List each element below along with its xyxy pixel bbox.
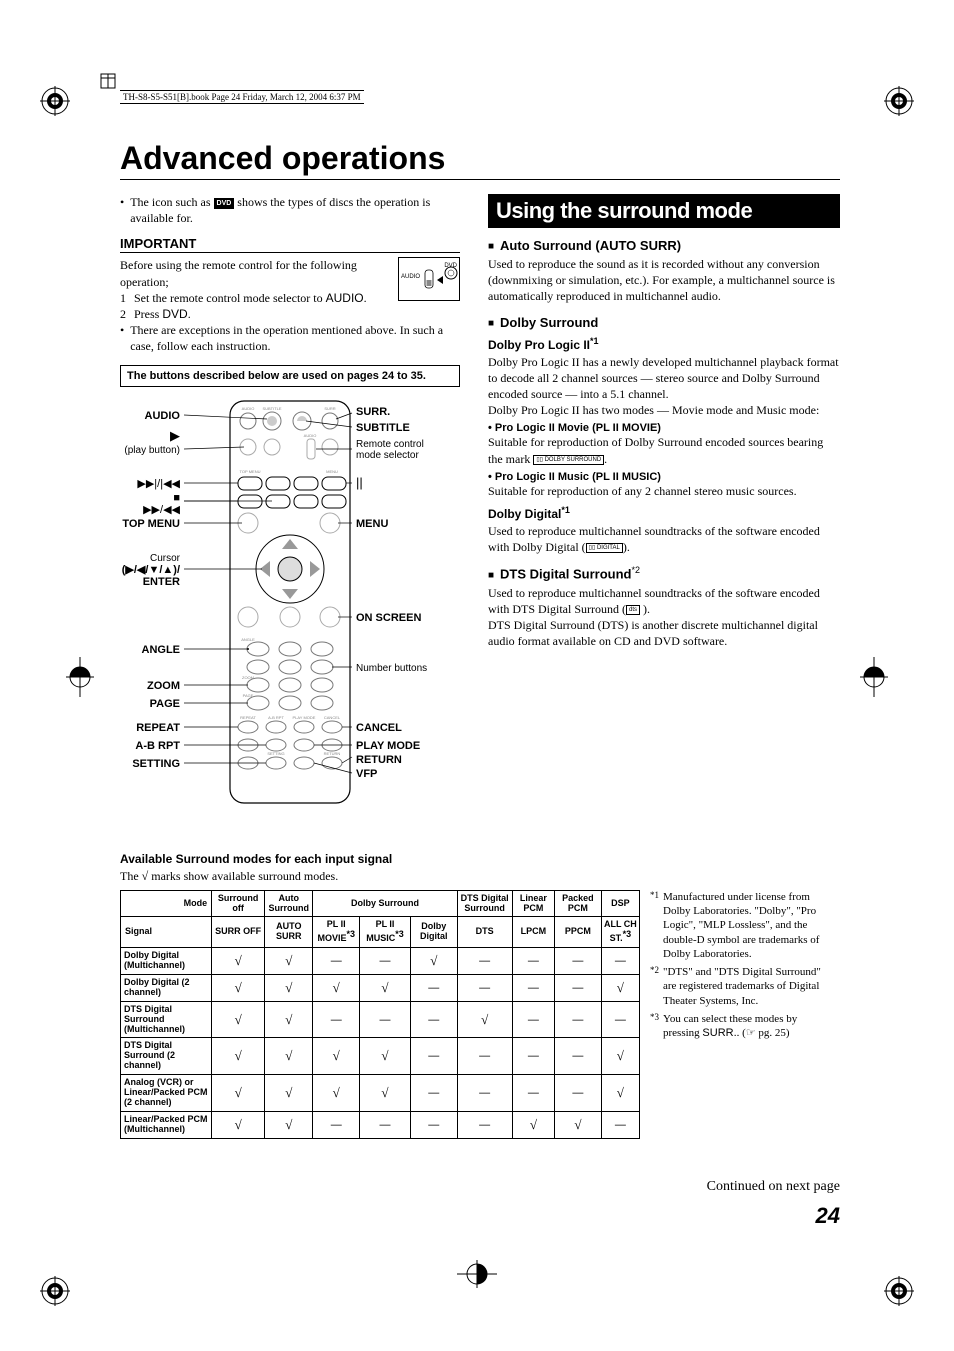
svg-text:A-B RPT: A-B RPT bbox=[268, 715, 284, 720]
page-number: 24 bbox=[120, 1203, 840, 1229]
dolby-digital-heading: Dolby Digital*1 bbox=[488, 505, 840, 521]
registration-mark-icon bbox=[40, 86, 70, 121]
svg-text:mode selector: mode selector bbox=[356, 450, 419, 461]
svg-text:(▶/◀/▼/▲)/: (▶/◀/▼/▲)/ bbox=[122, 564, 180, 576]
dolby-surround-heading: Dolby Surround bbox=[488, 315, 840, 330]
registration-mark-icon bbox=[457, 1260, 497, 1293]
pl2-body2: Dolby Pro Logic II has two modes — Movie… bbox=[488, 402, 840, 418]
svg-text:SURR.: SURR. bbox=[356, 406, 390, 418]
registration-mark-icon bbox=[40, 1276, 70, 1311]
auto-surround-body: Used to reproduce the sound as it is rec… bbox=[488, 256, 840, 305]
svg-text:■: ■ bbox=[173, 492, 180, 504]
svg-text:ON SCREEN: ON SCREEN bbox=[356, 612, 421, 624]
svg-text:PAGE: PAGE bbox=[150, 698, 180, 710]
svg-text:PLAY MODE: PLAY MODE bbox=[293, 715, 316, 720]
continued-text: Continued on next page bbox=[120, 1179, 840, 1195]
dolby-digital-logo-icon: ▯▯ DIGITAL bbox=[586, 543, 623, 553]
dolby-digital-body: Used to reproduce multichannel soundtrac… bbox=[488, 523, 840, 555]
pl2-music-body: Suitable for reproduction of any 2 chann… bbox=[488, 483, 840, 499]
svg-text:TOP MENU: TOP MENU bbox=[240, 469, 261, 474]
dts-body2: DTS Digital Surround (DTS) is another di… bbox=[488, 617, 840, 649]
svg-text:▶▶/◀◀: ▶▶/◀◀ bbox=[143, 504, 180, 516]
svg-text:REPEAT: REPEAT bbox=[240, 715, 256, 720]
svg-text:RETURN: RETURN bbox=[324, 751, 341, 756]
svg-text:AUDIO: AUDIO bbox=[145, 410, 181, 422]
step-1: 1Set the remote control mode selector to… bbox=[120, 290, 392, 306]
dts-body1: Used to reproduce multichannel soundtrac… bbox=[488, 585, 840, 617]
table-row: Analog (VCR) or Linear/Packed PCM (2 cha… bbox=[121, 1075, 640, 1112]
pl2-movie-heading: • Pro Logic II Movie (PL II MOVIE) bbox=[488, 422, 840, 434]
buttons-note-box: The buttons described below are used on … bbox=[120, 365, 460, 387]
svg-text:▶▶|/|◀◀: ▶▶|/|◀◀ bbox=[137, 478, 180, 490]
svg-text:PAGE: PAGE bbox=[243, 693, 254, 698]
footnotes: *1Manufactured under license from Dolby … bbox=[650, 890, 830, 1045]
important-heading: IMPORTANT bbox=[120, 236, 460, 253]
registration-mark-icon bbox=[66, 657, 94, 702]
svg-text:ZOOM: ZOOM bbox=[242, 675, 254, 680]
svg-text:RETURN: RETURN bbox=[356, 754, 402, 766]
svg-text:AUDIO: AUDIO bbox=[242, 406, 255, 411]
mode-selector-diagram: AUDIO DVD bbox=[398, 257, 460, 301]
dvd-badge-icon: DVD bbox=[214, 198, 235, 209]
svg-text:SETTING: SETTING bbox=[132, 758, 180, 770]
svg-text:||: || bbox=[356, 475, 363, 490]
step-2: 2Press DVD. bbox=[120, 306, 460, 322]
svg-text:▶: ▶ bbox=[170, 428, 180, 443]
dolby-surround-logo-icon: ▯▯ DOLBY SURROUND bbox=[533, 455, 604, 465]
dts-heading: DTS Digital Surround*2 bbox=[488, 565, 840, 581]
svg-text:Remote control: Remote control bbox=[356, 439, 424, 450]
svg-text:CANCEL: CANCEL bbox=[356, 722, 402, 734]
svg-text:(play button): (play button) bbox=[124, 445, 180, 456]
svg-text:PLAY MODE: PLAY MODE bbox=[356, 740, 420, 752]
svg-text:SETTING: SETTING bbox=[267, 751, 284, 756]
pl2-movie-body: Suitable for reproduction of Dolby Surro… bbox=[488, 434, 840, 466]
remote-control-diagram: AUDIO ▶ (play button) ▶▶|/|◀◀ ■ ▶▶/◀◀ TO… bbox=[120, 397, 460, 812]
svg-text:A-B RPT: A-B RPT bbox=[135, 740, 180, 752]
table-row: DTS Digital Surround (Multichannel)√√———… bbox=[121, 1001, 640, 1038]
intro-text: • The icon such as DVD shows the types o… bbox=[120, 194, 460, 226]
table-row: Linear/Packed PCM (Multichannel)√√————√√… bbox=[121, 1111, 640, 1138]
svg-text:SUBTITLE: SUBTITLE bbox=[262, 406, 281, 411]
book-icon bbox=[100, 73, 116, 94]
svg-text:AUDIO: AUDIO bbox=[304, 433, 317, 438]
page-title: Advanced operations bbox=[120, 140, 840, 180]
page-header: TH-S8-S5-S51[B].book Page 24 Friday, Mar… bbox=[120, 90, 364, 104]
svg-text:REPEAT: REPEAT bbox=[136, 722, 180, 734]
svg-text:Cursor: Cursor bbox=[150, 553, 181, 564]
surround-modes-table: Mode Surround off Auto Surround Dolby Su… bbox=[120, 890, 640, 1139]
important-note: • There are exceptions in the operation … bbox=[120, 322, 460, 354]
svg-text:ANGLE: ANGLE bbox=[241, 637, 255, 642]
svg-text:ENTER: ENTER bbox=[143, 576, 180, 588]
svg-text:ZOOM: ZOOM bbox=[147, 680, 180, 692]
registration-mark-icon bbox=[884, 1276, 914, 1311]
auto-surround-heading: Auto Surround (AUTO SURR) bbox=[488, 238, 840, 253]
svg-text:ANGLE: ANGLE bbox=[142, 644, 181, 656]
registration-mark-icon bbox=[884, 86, 914, 121]
table-row: Dolby Digital (Multichannel)√√——√———— bbox=[121, 948, 640, 975]
svg-text:MENU: MENU bbox=[356, 518, 388, 530]
pl2-body1: Dolby Pro Logic II has a newly developed… bbox=[488, 354, 840, 403]
svg-text:Number buttons: Number buttons bbox=[356, 663, 427, 674]
dts-logo-icon: dts bbox=[626, 605, 640, 615]
svg-text:CANCEL: CANCEL bbox=[324, 715, 341, 720]
registration-mark-icon bbox=[860, 657, 888, 702]
table-title: Available Surround modes for each input … bbox=[120, 852, 840, 866]
svg-text:SUBTITLE: SUBTITLE bbox=[356, 422, 410, 434]
svg-text:SURR: SURR bbox=[324, 406, 335, 411]
table-row: Dolby Digital (2 channel)√√√√————√ bbox=[121, 975, 640, 1002]
pl2-heading: Dolby Pro Logic II*1 bbox=[488, 336, 840, 352]
svg-text:MENU: MENU bbox=[326, 469, 338, 474]
svg-text:TOP MENU: TOP MENU bbox=[122, 518, 180, 530]
section-title: Using the surround mode bbox=[488, 194, 840, 228]
svg-text:VFP: VFP bbox=[356, 768, 377, 780]
table-subtitle: The √ marks show available surround mode… bbox=[120, 868, 840, 884]
table-row: DTS Digital Surround (2 channel)√√√√————… bbox=[121, 1038, 640, 1075]
pl2-music-heading: • Pro Logic II Music (PL II MUSIC) bbox=[488, 471, 840, 483]
